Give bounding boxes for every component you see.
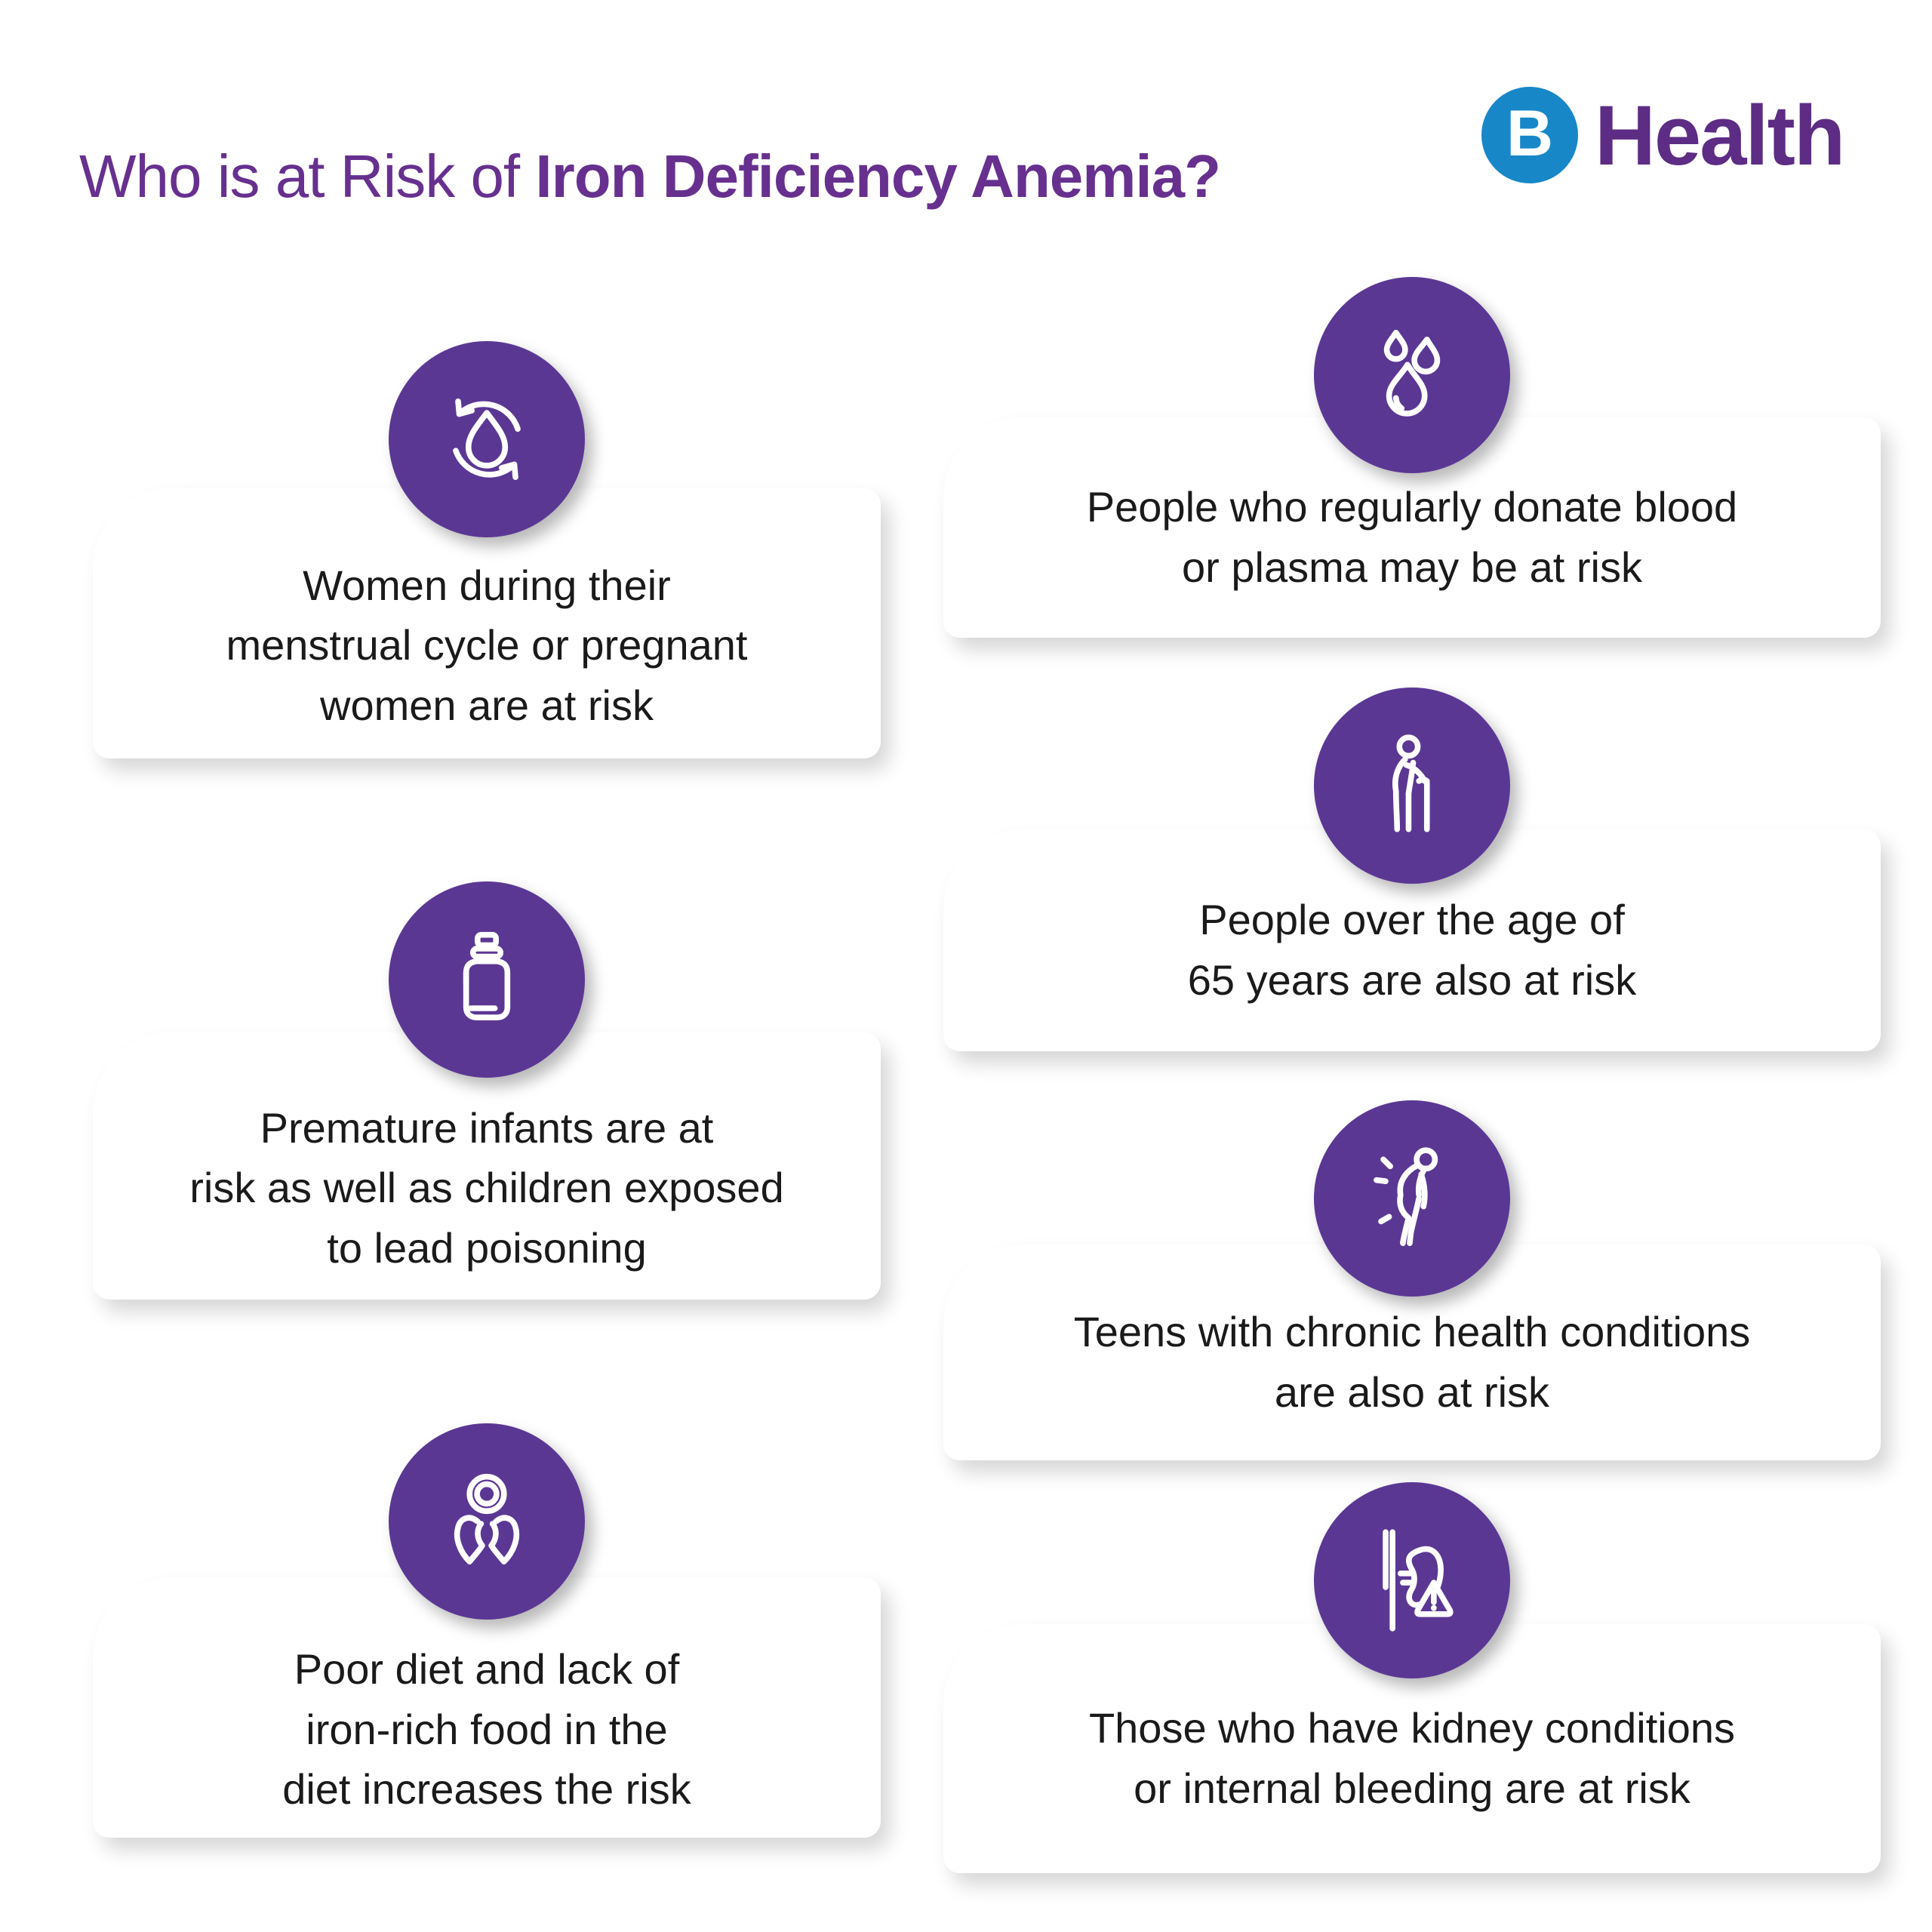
brand-name: Health <box>1595 88 1845 183</box>
page-title: Who is at Risk of Iron Deficiency Anemia… <box>79 142 1221 211</box>
card-kidney-bleeding: Those who have kidney conditions or inte… <box>943 1482 1881 1873</box>
card-over-65: People over the age of 65 years are also… <box>943 688 1881 1051</box>
card-text: Premature infants are at risk as well as… <box>189 1103 784 1272</box>
kidney-warning-icon <box>1314 1482 1510 1678</box>
card-teens-chronic: Teens with chronic health conditions are… <box>943 1100 1881 1460</box>
brand-logo: B Health <box>1481 78 1845 192</box>
card-text: Those who have kidney conditions or inte… <box>1088 1704 1736 1812</box>
card-text: Teens with chronic health conditions are… <box>1073 1308 1751 1416</box>
card-text: Poor diet and lack of iron-rich food in … <box>282 1645 691 1814</box>
brand-mark-letter: B <box>1506 97 1554 170</box>
card-text: Women during their menstrual cycle or pr… <box>226 561 748 729</box>
blood-drops-icon <box>1314 277 1510 473</box>
card-blood-donors: People who regularly donate blood or pla… <box>943 277 1881 638</box>
card-menstrual-pregnant: Women during their menstrual cycle or pr… <box>93 341 881 758</box>
page-title-regular: Who is at Risk of <box>79 143 536 210</box>
card-text: People over the age of 65 years are also… <box>1187 896 1637 1004</box>
fatigued-teen-icon <box>1314 1100 1510 1297</box>
brand-mark-icon: B <box>1481 87 1578 183</box>
page-title-bold: Iron Deficiency Anemia? <box>535 143 1221 210</box>
card-premature-infants: Premature infants are at risk as well as… <box>93 881 881 1300</box>
card-text: People who regularly donate blood or pla… <box>1086 483 1738 591</box>
hands-holding-coin-icon <box>389 1423 585 1620</box>
feeding-bottle-icon <box>389 881 585 1078</box>
card-box: Poor diet and lack of iron-rich food in … <box>93 1577 881 1838</box>
card-poor-diet: Poor diet and lack of iron-rich food in … <box>93 1423 881 1838</box>
menstrual-cycle-icon <box>389 341 585 537</box>
elderly-person-cane-icon <box>1314 688 1510 884</box>
